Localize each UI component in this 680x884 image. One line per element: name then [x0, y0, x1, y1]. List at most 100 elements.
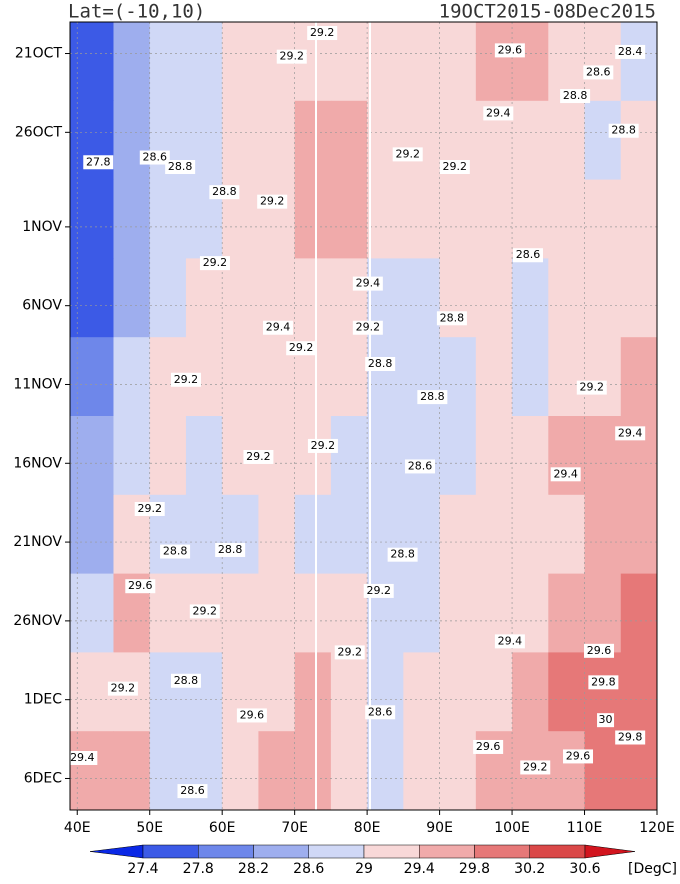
x-tick-label: 60E — [209, 820, 236, 836]
cell — [584, 416, 622, 496]
cell — [70, 337, 114, 417]
cell — [512, 179, 549, 259]
contour-label-box — [262, 320, 293, 335]
cell — [367, 652, 404, 732]
cell — [439, 731, 477, 811]
cell — [185, 22, 223, 102]
y-tick-label: 26OCT — [15, 124, 63, 140]
contour-label: 29.2 — [366, 584, 391, 597]
cell — [113, 100, 151, 181]
y-tick-label: 6DEC — [24, 770, 63, 786]
contour-label-box — [199, 256, 230, 271]
contour-label: 28.6 — [368, 705, 393, 718]
contour-label: 28.6 — [180, 784, 205, 797]
contour-label: 29.6 — [240, 708, 265, 721]
contour-label-box — [588, 675, 619, 690]
contour-labels: 29.2 29.2 29.6 28.4 28.6 28.8 29.4 28.8 29.2 29.2… — [67, 26, 646, 799]
cell — [584, 337, 622, 417]
contour-label-box — [520, 760, 551, 775]
cell — [512, 22, 549, 102]
cell — [222, 22, 259, 102]
contour-label-box — [125, 579, 156, 594]
cell — [584, 494, 622, 575]
contour-label: 29.2 — [311, 439, 336, 452]
contour-label: 29.2 — [356, 321, 381, 334]
x-tick-label: 80E — [354, 820, 381, 836]
contour-label-box — [139, 150, 170, 165]
contour-label: 29.4 — [70, 751, 95, 764]
contour-label: 28.8 — [563, 89, 588, 102]
contour-label: 28.8 — [212, 185, 237, 198]
colorbar-label: 29.8 — [459, 861, 490, 877]
contour-label-box — [209, 185, 240, 200]
cell — [70, 494, 114, 575]
contour-label: 28.8 — [440, 311, 465, 324]
contour-label-box — [494, 634, 525, 649]
contour-label: 29.2 — [523, 760, 548, 773]
colorbar-label: 28.2 — [238, 861, 269, 877]
cell — [367, 731, 404, 811]
cell — [584, 22, 622, 102]
x-tick-label: 100E — [494, 820, 530, 836]
colorbar: 27.4 27.8 28.2 28.6 29 29.4 29.8 30.2 30.6 — [89, 844, 636, 877]
colorbar-segment — [363, 844, 420, 859]
cell — [620, 100, 658, 181]
contour-label: 27.8 — [86, 155, 111, 168]
contour-label-box — [107, 681, 138, 696]
cell — [70, 22, 114, 102]
cell — [149, 22, 187, 102]
cell — [548, 100, 586, 181]
contour-label: 29.6 — [587, 644, 612, 657]
contour-label: 29.2 — [580, 381, 605, 394]
cell — [512, 258, 549, 338]
cell — [403, 652, 441, 732]
cell — [403, 258, 441, 338]
y-tick-label: 21OCT — [15, 46, 63, 62]
cell — [548, 652, 586, 732]
cell — [548, 258, 586, 338]
contour-label: 29.4 — [486, 106, 511, 119]
cell — [439, 494, 477, 575]
cell — [222, 337, 259, 417]
contour-label: 28.6 — [586, 65, 611, 78]
colorbar-unit: [DegC] — [628, 861, 677, 877]
cell — [294, 258, 332, 338]
contour-label-box — [608, 123, 639, 138]
cell — [475, 258, 513, 338]
cell — [330, 100, 368, 181]
contour-label-box — [160, 544, 191, 559]
cell — [222, 573, 259, 653]
contour-label: 28.8 — [163, 545, 188, 558]
contour-label: 29.2 — [280, 50, 305, 63]
cell — [620, 573, 658, 653]
contour-label: 29.4 — [498, 634, 523, 647]
cell — [113, 416, 151, 496]
contour-label-box — [417, 390, 448, 405]
cell — [512, 416, 549, 496]
cell — [584, 179, 622, 259]
contour-label: 28.4 — [618, 45, 643, 58]
cell — [584, 100, 622, 181]
contour-label-box — [257, 194, 288, 209]
cell — [512, 494, 549, 575]
cell — [403, 494, 441, 575]
cell — [70, 258, 114, 338]
cell — [439, 573, 477, 653]
cell — [149, 258, 187, 338]
cell — [367, 494, 404, 575]
contour-label: 29.4 — [618, 426, 643, 439]
cell — [222, 258, 259, 338]
cell — [294, 573, 332, 653]
contour-label-box — [189, 604, 220, 619]
cell — [330, 731, 368, 811]
contour-label: 28.6 — [408, 459, 433, 472]
colorbar-segment — [474, 844, 530, 859]
cell — [185, 652, 223, 732]
cell — [149, 416, 187, 496]
contour-label: 29.2 — [310, 26, 335, 39]
field — [70, 22, 658, 811]
cell — [475, 22, 513, 102]
contour-label-box — [387, 547, 418, 562]
cell — [222, 731, 259, 811]
